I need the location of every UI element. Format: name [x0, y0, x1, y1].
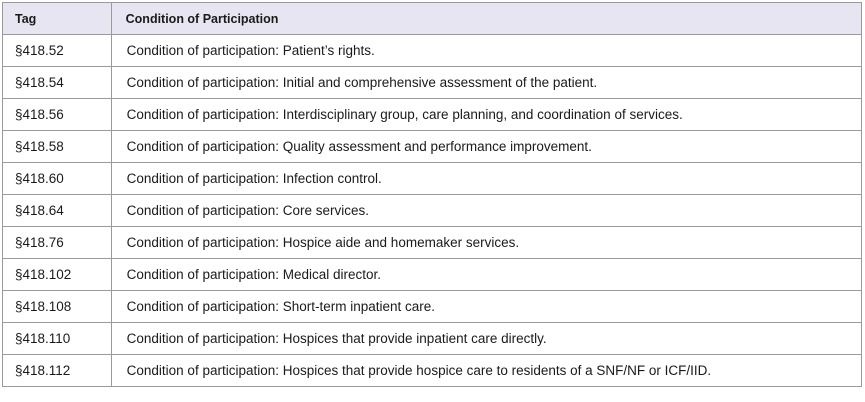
tag-cell: §418.108: [2, 290, 112, 323]
table-row: §418.52 Condition of participation: Pati…: [2, 34, 863, 67]
tag-cell: §418.76: [2, 226, 112, 259]
conditions-table: Tag Condition of Participation §418.52 C…: [2, 2, 863, 387]
table-row: §418.60 Condition of participation: Infe…: [2, 162, 863, 195]
condition-cell: Condition of participation: Hospice aide…: [110, 226, 863, 259]
tag-cell: §418.58: [2, 130, 112, 163]
header-row: Tag Condition of Participation: [2, 2, 863, 35]
tag-cell: §418.102: [2, 258, 112, 291]
tag-cell: §418.110: [2, 322, 112, 355]
tag-cell: §418.52: [2, 34, 112, 67]
table-header: Tag Condition of Participation: [2, 2, 863, 35]
table-row: §418.58 Condition of participation: Qual…: [2, 130, 863, 163]
table-row: §418.54 Condition of participation: Init…: [2, 66, 863, 99]
header-tag: Tag: [2, 2, 112, 35]
header-condition: Condition of Participation: [110, 2, 863, 35]
condition-cell: Condition of participation: Quality asse…: [110, 130, 863, 163]
condition-cell: Condition of participation: Patient’s ri…: [110, 34, 863, 67]
condition-cell: Condition of participation: Hospices tha…: [110, 354, 863, 387]
table-row: §418.64 Condition of participation: Core…: [2, 194, 863, 227]
table-row: §418.108 Condition of participation: Sho…: [2, 290, 863, 323]
condition-cell: Condition of participation: Core service…: [110, 194, 863, 227]
table-body: §418.52 Condition of participation: Pati…: [2, 34, 863, 387]
condition-cell: Condition of participation: Medical dire…: [110, 258, 863, 291]
table-row: §418.56 Condition of participation: Inte…: [2, 98, 863, 131]
table-row: §418.112 Condition of participation: Hos…: [2, 354, 863, 387]
condition-cell: Condition of participation: Hospices tha…: [110, 322, 863, 355]
condition-cell: Condition of participation: Interdiscipl…: [110, 98, 863, 131]
table-row: §418.102 Condition of participation: Med…: [2, 258, 863, 291]
tag-cell: §418.64: [2, 194, 112, 227]
condition-cell: Condition of participation: Infection co…: [110, 162, 863, 195]
condition-cell: Condition of participation: Initial and …: [110, 66, 863, 99]
table-row: §418.76 Condition of participation: Hosp…: [2, 226, 863, 259]
tag-cell: §418.112: [2, 354, 112, 387]
table-row: §418.110 Condition of participation: Hos…: [2, 322, 863, 355]
tag-cell: §418.56: [2, 98, 112, 131]
tag-cell: §418.60: [2, 162, 112, 195]
tag-cell: §418.54: [2, 66, 112, 99]
condition-cell: Condition of participation: Short-term i…: [110, 290, 863, 323]
